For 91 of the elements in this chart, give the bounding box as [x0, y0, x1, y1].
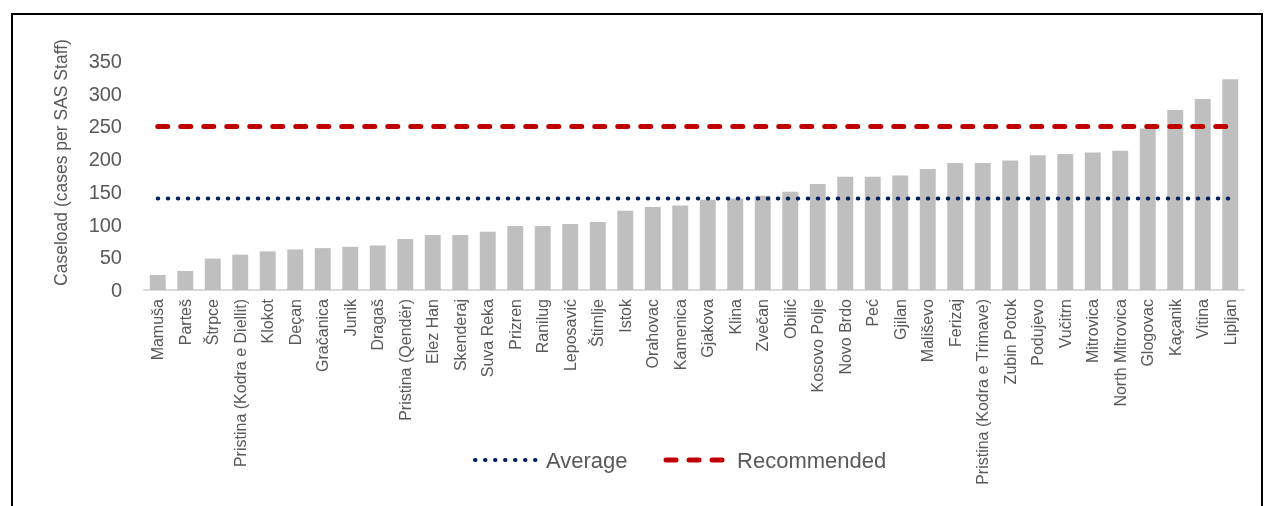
- y-tick-label: 100: [88, 213, 122, 236]
- bar: [644, 206, 661, 290]
- y-axis-title: Caseload (cases per SAS Staff): [51, 39, 71, 286]
- bar: [397, 238, 414, 290]
- bar: [809, 184, 826, 290]
- bar: [177, 271, 194, 290]
- bar: [1194, 98, 1211, 290]
- x-tick-label: Pristina (Qendër): [396, 299, 414, 421]
- bar: [617, 210, 634, 290]
- x-tick-label: Vitina: [1194, 298, 1212, 339]
- bar: [369, 245, 386, 290]
- bar: [204, 258, 221, 290]
- bar: [589, 221, 606, 290]
- x-tick-label: Istok: [616, 298, 634, 333]
- bar: [1084, 152, 1101, 290]
- y-tick-label: 200: [88, 148, 122, 171]
- bar: [149, 274, 166, 290]
- x-tick-label: Klina: [726, 298, 744, 335]
- bar: [1002, 160, 1019, 290]
- x-tick-label: Vučitrn: [1056, 299, 1074, 349]
- bar: [919, 168, 936, 290]
- x-tick-label: Glogovac: [1139, 299, 1157, 367]
- bar: [727, 198, 744, 290]
- bar: [1139, 128, 1156, 290]
- x-tick-label: Obilić: [781, 299, 799, 340]
- legend-label: Recommended: [737, 447, 887, 473]
- x-tick-label: Elez Han: [424, 299, 442, 364]
- x-tick-label: Mitrovica: [1084, 298, 1102, 364]
- x-tick-label: Deçan: [286, 299, 304, 346]
- x-tick-label: Mališevo: [919, 298, 937, 363]
- x-tick-label: Novo Brdo: [836, 298, 854, 375]
- bar: [232, 254, 249, 290]
- bar: [424, 235, 441, 290]
- y-tick-label: 0: [110, 279, 122, 301]
- y-tick-label: 250: [88, 115, 122, 138]
- bar: [947, 163, 964, 290]
- bar: [1222, 79, 1239, 290]
- bar: [1112, 150, 1129, 290]
- x-tick-label: Leposavić: [561, 299, 579, 372]
- y-tick-label: 50: [99, 246, 122, 269]
- bar: [864, 176, 881, 290]
- x-tick-label: Ferizaj: [946, 299, 964, 348]
- x-tick-label: Suva Reka: [479, 298, 497, 378]
- x-tick-label: Kaçanik: [1166, 298, 1184, 356]
- bar: [562, 223, 579, 290]
- x-tick-label: Prizren: [506, 299, 524, 350]
- bar: [507, 225, 524, 290]
- x-tick-label: Mamuša: [149, 298, 167, 361]
- x-tick-label: Zubin Potok: [1001, 298, 1019, 385]
- bar: [892, 175, 909, 290]
- y-tick-label: 350: [88, 50, 122, 72]
- y-tick-label: 150: [88, 180, 122, 203]
- bar: [782, 191, 799, 290]
- bar: [452, 235, 469, 290]
- x-tick-label: Zvečan: [754, 299, 772, 352]
- x-tick-label: Junik: [341, 298, 359, 337]
- bar: [754, 195, 771, 290]
- bar: [699, 199, 716, 290]
- bar: [287, 249, 304, 290]
- bar: [259, 251, 276, 290]
- x-tick-label: Gjakova: [699, 298, 717, 358]
- x-tick-label: Lipljan: [1221, 299, 1239, 346]
- bar: [1167, 110, 1184, 290]
- x-tick-label: Kamenica: [671, 298, 689, 371]
- x-tick-label: Podujevo: [1029, 298, 1047, 366]
- x-tick-label: Gračanica: [314, 298, 332, 372]
- bar: [314, 248, 331, 290]
- x-tick-label: Klokot: [259, 298, 277, 344]
- x-tick-label: Orahovac: [644, 299, 662, 369]
- bar: [479, 231, 496, 290]
- x-tick-label: Dragaš: [369, 299, 387, 351]
- x-tick-label: Skenderaj: [451, 299, 469, 372]
- bar: [1057, 153, 1074, 290]
- bar: [534, 225, 551, 290]
- bar: [1029, 155, 1046, 290]
- x-tick-label: Kosovo Polje: [809, 298, 827, 393]
- bar: [974, 163, 991, 290]
- y-tick-label: 300: [88, 82, 122, 105]
- x-tick-label: Pristina (Kodra e Trimave): [974, 299, 992, 485]
- legend-label: Average: [546, 447, 628, 473]
- bar: [837, 176, 854, 290]
- x-tick-label: Pristina (Kodra e Diellit): [231, 299, 249, 468]
- x-tick-label: North Mitrovica: [1111, 298, 1129, 407]
- x-tick-label: Ranilug: [534, 299, 552, 354]
- x-tick-label: Peć: [864, 299, 882, 327]
- x-tick-label: Gjilan: [891, 299, 909, 340]
- x-tick-label: Štimlje: [588, 298, 607, 348]
- x-tick-label: Štrpce: [203, 298, 222, 346]
- bar: [672, 205, 689, 290]
- bar: [342, 246, 359, 290]
- x-tick-label: Parteš: [176, 299, 194, 346]
